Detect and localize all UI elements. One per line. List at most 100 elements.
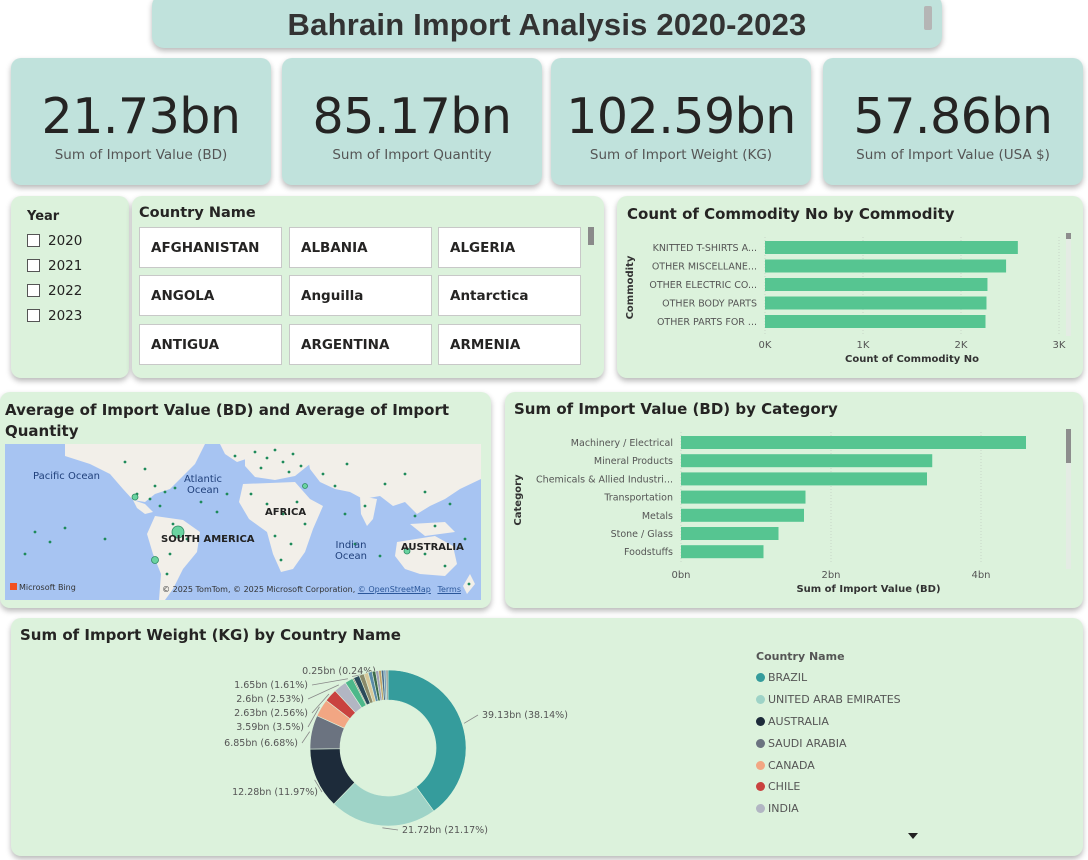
kpi-value: 21.73bn — [41, 88, 241, 145]
country-tile[interactable]: Antarctica — [438, 275, 581, 316]
legend-item[interactable]: BRAZIL — [756, 667, 901, 689]
legend-title: Country Name — [756, 650, 845, 663]
country-tile[interactable]: ARMENIA — [438, 324, 581, 365]
donut-label-leader — [311, 693, 330, 714]
bar[interactable] — [681, 436, 1026, 449]
x-tick-label: 1K — [857, 340, 870, 351]
legend-item[interactable]: AUSTRALIA — [756, 711, 901, 733]
map-label-africa: AFRICA — [265, 507, 307, 518]
legend-item[interactable]: UNITED ARAB EMIRATES — [756, 689, 901, 711]
map-bubble-markers[interactable] — [131, 483, 411, 564]
bar[interactable] — [681, 508, 804, 522]
bing-brand-text: Microsoft Bing — [19, 583, 76, 592]
legend-item[interactable]: CANADA — [756, 754, 901, 776]
title-scrollbar[interactable] — [924, 6, 932, 30]
country-tile[interactable]: Anguilla — [289, 275, 432, 316]
legend-label: INDIA — [768, 802, 799, 816]
scrollbar-thumb[interactable] — [1066, 429, 1071, 463]
donut-label-leader — [463, 714, 479, 724]
country-tile[interactable]: ALBANIA — [289, 227, 432, 268]
bar[interactable] — [765, 315, 986, 328]
map-visual[interactable]: Average of Import Value (BD) and Average… — [0, 392, 491, 608]
copyright-text: © 2025 TomTom, © 2025 Microsoft Corporat… — [162, 585, 356, 594]
donut-slice[interactable] — [387, 669, 467, 812]
kpi-value: 85.17bn — [312, 88, 512, 145]
checkbox[interactable] — [27, 259, 40, 272]
legend-swatch — [756, 695, 765, 705]
country-tile[interactable]: AFGHANISTAN — [139, 227, 282, 268]
year-label: 2020 — [48, 232, 83, 249]
checkbox[interactable] — [27, 234, 40, 247]
year-label: 2022 — [48, 282, 83, 299]
bar[interactable] — [681, 472, 927, 486]
country-tile[interactable]: ANTIGUA — [139, 324, 282, 365]
legend-label: AUSTRALIA — [768, 714, 829, 728]
bar[interactable] — [765, 296, 987, 310]
donut-data-label: 0.25bn (0.24%) — [302, 666, 376, 677]
legend-swatch — [756, 760, 765, 770]
kpi-value: 57.86bn — [853, 88, 1053, 145]
bar[interactable] — [681, 545, 764, 559]
legend-scroll-down-icon[interactable] — [908, 833, 918, 839]
legend-label: SAUDI ARABIA — [768, 736, 847, 750]
donut-label-leader — [307, 684, 340, 700]
year-option-2020[interactable]: 2020 — [27, 228, 129, 253]
country-tile[interactable]: ARGENTINA — [289, 324, 432, 365]
year-option-2023[interactable]: 2023 — [27, 303, 129, 328]
country-tile[interactable]: ANGOLA — [139, 275, 282, 316]
world-map-landmass — [23, 444, 481, 600]
y-axis-title: Category — [513, 474, 524, 526]
world-map[interactable]: Pacific Ocean Atlantic Ocean Indian Ocea… — [5, 444, 481, 600]
scrollbar-track[interactable] — [1066, 233, 1071, 336]
scrollbar-thumb[interactable] — [1066, 233, 1071, 239]
donut-data-label: 12.28bn (11.97%) — [232, 787, 318, 798]
bar[interactable] — [765, 259, 1007, 273]
legend-item[interactable]: INDIA — [756, 798, 901, 820]
bar[interactable] — [681, 490, 806, 504]
map-point-markers[interactable] — [23, 448, 471, 586]
donut-label-leader — [307, 706, 320, 728]
donut-label-leader — [301, 731, 311, 744]
kpi-card-import-quantity[interactable]: 85.17bn Sum of Import Quantity — [282, 58, 542, 185]
kpi-label: Sum of Import Quantity — [332, 147, 492, 163]
commodity-count-chart[interactable]: Count of Commodity No by Commodity 0K 1K 2… — [617, 196, 1083, 378]
kpi-card-import-value-bd[interactable]: 21.73bn Sum of Import Value (BD) — [11, 58, 271, 185]
bar[interactable] — [681, 454, 933, 468]
legend-swatch — [756, 804, 765, 814]
legend-item[interactable]: SAUDI ARABIA — [756, 732, 901, 754]
commodity-bar-svg: 0K 1K 2K 3K KNITTED T-SHIRTS A... OTHER MISCE… — [625, 233, 1071, 365]
checkbox[interactable] — [27, 284, 40, 297]
weight-donut-chart[interactable]: Sum of Import Weight (KG) by Country Nam… — [11, 618, 1083, 856]
year-option-2021[interactable]: 2021 — [27, 253, 129, 278]
map-label-indian: Indian Ocean — [335, 540, 367, 562]
donut-slice[interactable] — [385, 669, 389, 701]
year-option-2022[interactable]: 2022 — [27, 278, 129, 303]
scrollbar-track[interactable] — [1066, 429, 1071, 569]
terms-link[interactable]: Terms — [437, 585, 461, 594]
x-tick-label: 0bn — [671, 570, 690, 581]
year-slicer-header: Year — [27, 209, 60, 224]
donut-data-label: 3.59bn (3.5%) — [236, 722, 304, 733]
y-category-label: Machinery / Electrical — [571, 438, 673, 449]
legend-label: BRAZIL — [768, 671, 808, 685]
category-value-chart[interactable]: Sum of Import Value (BD) by Category 0bn… — [505, 392, 1083, 608]
legend-item[interactable]: CHILE — [756, 776, 901, 798]
legend-label: CANADA — [768, 758, 815, 772]
country-tile[interactable]: ALGERIA — [438, 227, 581, 268]
y-category-label: Metals — [642, 511, 673, 522]
kpi-card-import-weight[interactable]: 102.59bn Sum of Import Weight (KG) — [551, 58, 811, 185]
bar[interactable] — [681, 527, 779, 540]
y-category-label: Stone / Glass — [611, 529, 673, 540]
kpi-card-import-value-usd[interactable]: 57.86bn Sum of Import Value (USA $) — [823, 58, 1083, 185]
checkbox[interactable] — [27, 309, 40, 322]
bar[interactable] — [765, 241, 1018, 254]
legend-swatch — [756, 716, 765, 726]
map-label-pacific: Pacific Ocean — [33, 471, 100, 482]
bar[interactable] — [765, 278, 988, 291]
y-category-label: OTHER BODY PARTS — [662, 299, 757, 310]
kpi-label: Sum of Import Value (USA $) — [856, 147, 1050, 163]
y-category-label: OTHER ELECTRIC CO... — [649, 280, 757, 291]
osm-link[interactable]: © OpenStreetMap — [357, 585, 431, 594]
y-category-label: Chemicals & Allied Industri... — [536, 474, 673, 485]
country-slicer-scrollbar[interactable] — [588, 227, 594, 245]
